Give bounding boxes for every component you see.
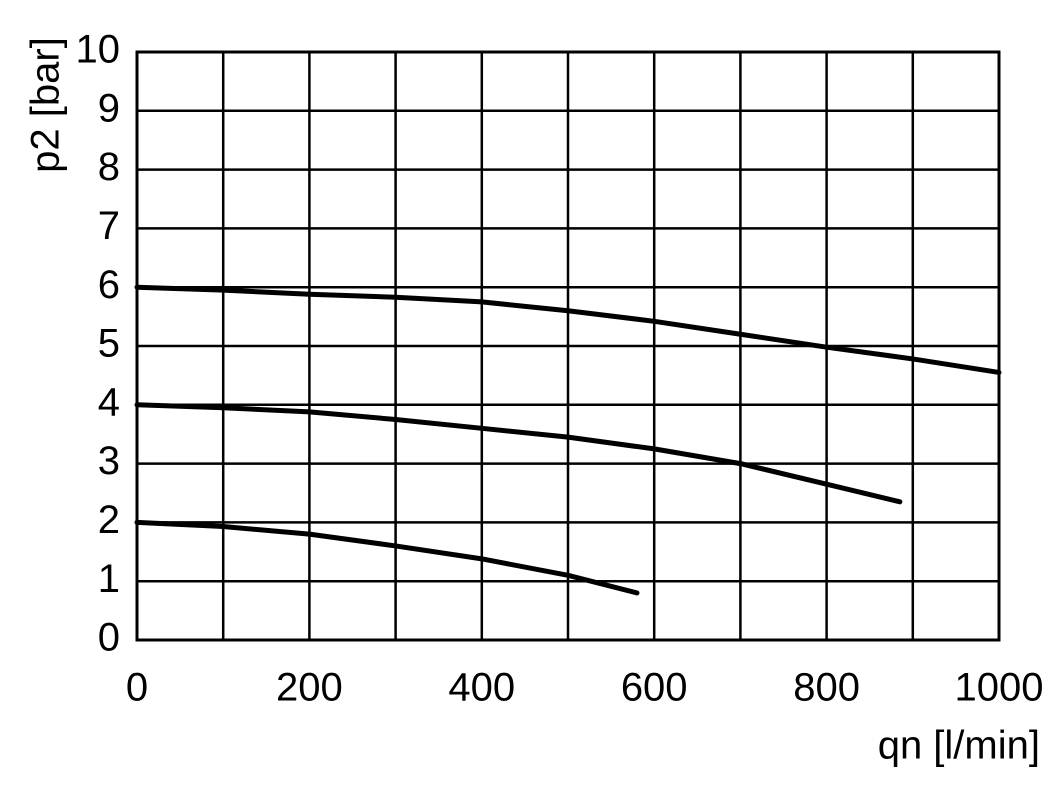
y-tick-label: 1 <box>98 557 120 601</box>
y-tick-label: 7 <box>98 204 120 248</box>
x-tick-label: 800 <box>793 666 860 710</box>
y-axis-label: p2 [bar] <box>24 37 68 173</box>
y-tick-label: 3 <box>98 439 120 483</box>
x-tick-label: 400 <box>448 666 515 710</box>
y-tick-label: 2 <box>98 498 120 542</box>
y-tick-label: 6 <box>98 263 120 307</box>
x-axis-label: qn [l/min] <box>878 724 1040 768</box>
y-tick-label: 0 <box>98 616 120 660</box>
line <box>134 519 640 596</box>
plot-frame <box>135 50 1001 642</box>
x-tick-label: 600 <box>621 666 688 710</box>
y-tick-label: 5 <box>98 322 120 366</box>
line <box>134 402 903 505</box>
y-tick-label: 4 <box>98 380 120 424</box>
y-tick-label: 10 <box>76 28 121 72</box>
y-tick-label: 8 <box>98 145 120 189</box>
x-tick-label: 200 <box>276 666 343 710</box>
x-tick-label: 0 <box>126 666 148 710</box>
line <box>134 284 1002 375</box>
y-tick-label: 9 <box>98 86 120 130</box>
x-tick-label: 1000 <box>955 666 1044 710</box>
